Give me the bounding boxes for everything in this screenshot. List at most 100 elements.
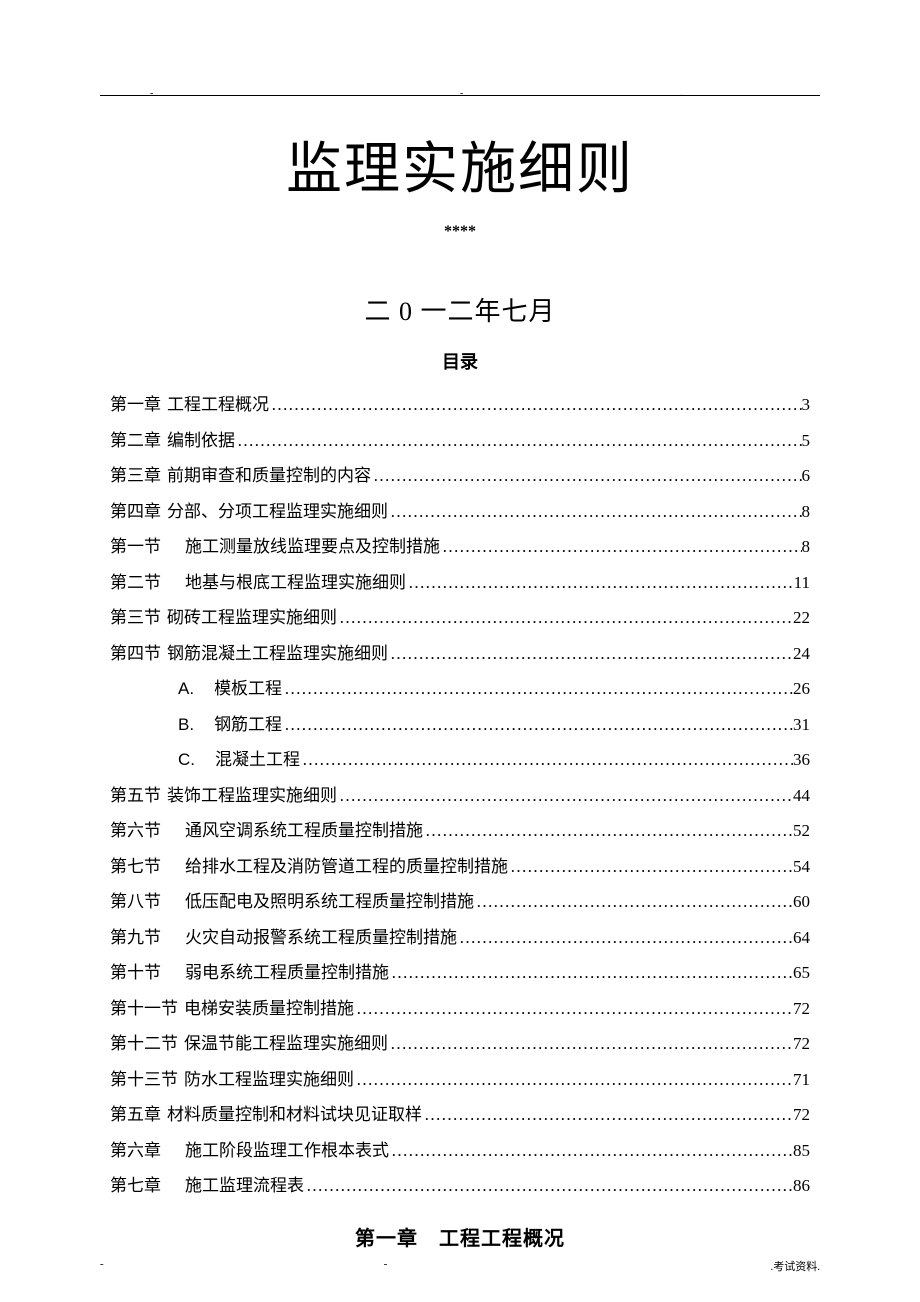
toc-leader-dots: ……………………………………………………………………………………………………………	[389, 1142, 793, 1159]
toc-label: 第一章	[110, 396, 161, 413]
toc-leader-dots: ……………………………………………………………………………………………………………	[354, 1071, 793, 1088]
toc-page-number: 85	[793, 1142, 810, 1159]
toc-page-number: 44	[793, 787, 810, 804]
toc-leader-dots: ……………………………………………………………………………………………………………	[337, 609, 793, 626]
toc-label: 第六节	[110, 822, 161, 839]
toc-leader-dots: ……………………………………………………………………………………………………………	[388, 503, 802, 520]
toc-page-number: 71	[793, 1071, 810, 1088]
toc-row: 第九节火灾自动报警系统工程质量控制措施…………………………………………………………	[110, 929, 810, 946]
toc-page-number: 3	[802, 396, 811, 413]
toc-row: 第四章分部、分项工程监理实施细则…………………………………………………………………	[110, 503, 810, 520]
toc-page-number: 31	[793, 716, 810, 733]
toc-leader-dots: ……………………………………………………………………………………………………………	[388, 1035, 793, 1052]
toc-page-number: 72	[793, 1106, 810, 1123]
header-rule: - - .	[100, 95, 820, 96]
toc-page-number: 24	[793, 645, 810, 662]
toc-label: 第九节	[110, 929, 161, 946]
toc-row: 第十节 弱电系统工程质量控制措施……………………………………………………………………	[110, 964, 810, 981]
toc-text: 混凝土工程	[215, 751, 300, 768]
toc-row: A. 模板工程……………………………………………………………………………………………	[178, 680, 810, 697]
toc-row: B. 钢筋工程……………………………………………………………………………………………	[178, 716, 810, 733]
toc-leader-dots: ……………………………………………………………………………………………………………	[389, 964, 793, 981]
toc-label: B.	[178, 716, 194, 733]
toc-row: 第三章前期审查和质量控制的内容……………………………………………………………………	[110, 467, 810, 484]
toc-text: 装饰工程监理实施细则	[167, 787, 337, 804]
toc-label: 第五节	[110, 787, 161, 804]
toc-label: 第十一节	[110, 1000, 178, 1017]
toc-row: 第六章 施工阶段监理工作根本表式……………………………………………………………………	[110, 1142, 810, 1159]
toc-row: 第十三节防水工程监理实施细则………………………………………………………………………	[110, 1071, 810, 1088]
toc-label: 第七章	[110, 1177, 161, 1194]
toc-text: 模板工程	[214, 680, 282, 697]
header-mark-right: .	[680, 88, 683, 99]
toc-leader-dots: ……………………………………………………………………………………………………………	[354, 1000, 793, 1017]
toc-label: 第七节	[110, 858, 161, 875]
footer: - - .考试资料.	[100, 1258, 820, 1274]
toc-page-number: 64	[793, 929, 810, 946]
toc-leader-dots: ……………………………………………………………………………………………………………	[457, 929, 793, 946]
toc-leader-dots: ……………………………………………………………………………………………………………	[371, 467, 802, 484]
toc-page-number: 8	[802, 538, 811, 555]
toc-text: 施工测量放线监理要点及控制措施	[185, 538, 440, 555]
toc-leader-dots: ……………………………………………………………………………………………………………	[406, 574, 794, 591]
chapter-heading: 第一章 工程工程概况	[100, 1222, 820, 1251]
toc-row: 第十一节电梯安装质量控制措施………………………………………………………………………	[110, 1000, 810, 1017]
toc-leader-dots: ……………………………………………………………………………………………………………	[337, 787, 793, 804]
date-line: 二 0 一二年七月	[100, 291, 820, 328]
toc-page-number: 86	[793, 1177, 810, 1194]
toc-leader-dots: ……………………………………………………………………………………………………………	[388, 645, 793, 662]
toc-row: 第五章材料质量控制和材料试块见证取样……………………………………………………………	[110, 1106, 810, 1123]
toc-page-number: 52	[793, 822, 810, 839]
toc-page-number: 65	[793, 964, 810, 981]
toc-leader-dots: ……………………………………………………………………………………………………………	[282, 716, 793, 733]
toc-text: 工程工程概况	[167, 396, 269, 413]
toc-page-number: 72	[793, 1035, 810, 1052]
toc-text: 钢筋工程	[214, 716, 282, 733]
toc-leader-dots: ……………………………………………………………………………………………………………	[282, 680, 793, 697]
toc-list: 第一章工程工程概况……………………………………………………………………………………	[100, 396, 820, 1194]
toc-label: 第十二节	[110, 1035, 178, 1052]
toc-label: 第四章	[110, 503, 161, 520]
toc-text: 钢筋混凝土工程监理实施细则	[167, 645, 388, 662]
toc-leader-dots: ……………………………………………………………………………………………………………	[423, 822, 793, 839]
toc-label: C.	[178, 751, 195, 768]
document-page: - - . 监理实施细则 **** 二 0 一二年七月 目录 第一章工程工程概况…	[0, 0, 920, 1281]
toc-page-number: 6	[802, 467, 811, 484]
toc-row: 第一章工程工程概况……………………………………………………………………………………	[110, 396, 810, 413]
toc-leader-dots: ……………………………………………………………………………………………………………	[422, 1106, 793, 1123]
toc-label: 第六章	[110, 1142, 161, 1159]
toc-text: 分部、分项工程监理实施细则	[167, 503, 388, 520]
toc-label: A.	[178, 680, 194, 697]
subtitle-stars: ****	[100, 223, 820, 241]
footer-right: .考试资料.	[771, 1258, 821, 1274]
toc-page-number: 36	[793, 751, 810, 768]
toc-row: 第八节低压配电及照明系统工程质量控制措施………………………………………………………	[110, 893, 810, 910]
footer-left: -	[100, 1258, 104, 1274]
toc-label: 第五章	[110, 1106, 161, 1123]
toc-text: 弱电系统工程质量控制措施	[185, 964, 389, 981]
toc-row: 第七章施工监理流程表…………………………………………………………………………………	[110, 1177, 810, 1194]
toc-row: 第二章编制依据…………………………………………………………………………………………	[110, 432, 810, 449]
toc-text: 施工阶段监理工作根本表式	[185, 1142, 389, 1159]
toc-text: 编制依据	[167, 432, 235, 449]
toc-page-number: 5	[802, 432, 811, 449]
toc-label: 第二章	[110, 432, 161, 449]
toc-label: 第四节	[110, 645, 161, 662]
toc-page-number: 8	[802, 503, 811, 520]
toc-page-number: 54	[793, 858, 810, 875]
toc-page-number: 72	[793, 1000, 810, 1017]
toc-text: 低压配电及照明系统工程质量控制措施	[185, 893, 474, 910]
toc-leader-dots: ……………………………………………………………………………………………………………	[508, 858, 793, 875]
header-mark-left: -	[150, 88, 153, 99]
toc-label: 第三章	[110, 467, 161, 484]
toc-label: 第一节	[110, 538, 161, 555]
toc-row: 第五节装饰工程监理实施细则…………………………………………………………………………	[110, 787, 810, 804]
toc-label: 第十节	[110, 964, 161, 981]
toc-leader-dots: ……………………………………………………………………………………………………………	[269, 396, 802, 413]
toc-text: 电梯安装质量控制措施	[184, 1000, 354, 1017]
toc-page-number: 22	[793, 609, 810, 626]
toc-leader-dots: ……………………………………………………………………………………………………………	[440, 538, 802, 555]
toc-row: 第七节给排水工程及消防管道工程的质量控制措施…………………………………………………	[110, 858, 810, 875]
toc-label: 第三节	[110, 609, 161, 626]
toc-text: 砌砖工程监理实施细则	[167, 609, 337, 626]
